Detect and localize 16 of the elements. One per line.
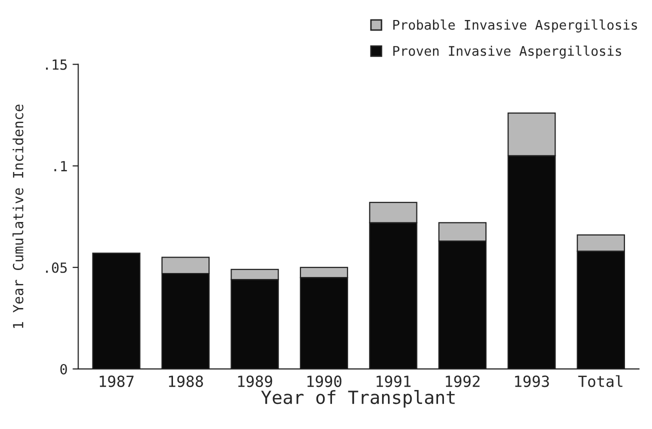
x-axis-title: Year of Transplant (261, 390, 455, 408)
legend-label: Proven Invasive Aspergillosis (393, 46, 622, 59)
x-tick-label: Total (578, 375, 622, 388)
y-tick-label: 0 (60, 364, 67, 374)
x-tick-label: 1987 (100, 376, 134, 388)
x-tick-label: 1992 (446, 376, 480, 388)
y-tick-label: .15 (46, 60, 67, 70)
y-tick-label: .1 (54, 161, 67, 172)
x-tick-label: 1990 (307, 376, 342, 388)
x-tick-label: 1991 (376, 376, 411, 388)
legend-label: Probable Invasive Aspergillosis (393, 20, 637, 32)
y-axis-title: 1 Year Cumulative Incidence (12, 104, 24, 328)
x-tick-label: 1988 (168, 376, 203, 388)
x-tick-label: 1993 (515, 376, 549, 388)
x-tick-label: 1989 (238, 376, 272, 388)
y-tick-label: .05 (46, 262, 67, 273)
